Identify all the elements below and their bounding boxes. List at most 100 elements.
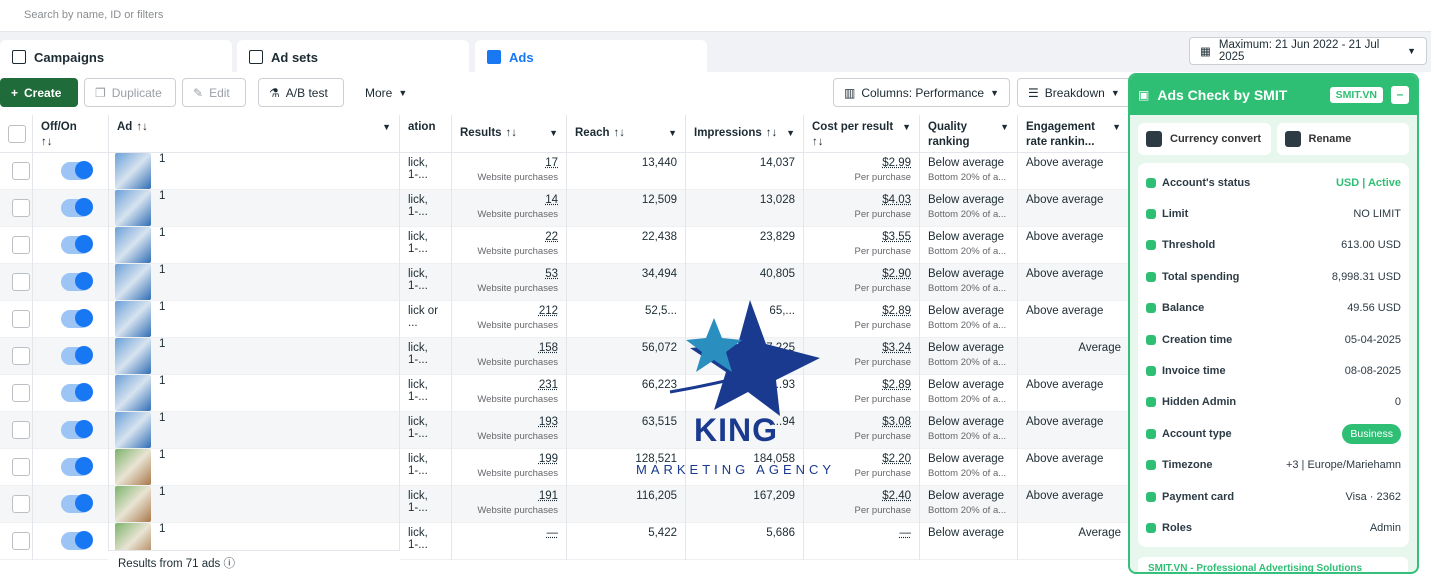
ad-toggle[interactable] <box>61 457 93 476</box>
create-button[interactable]: + Create <box>0 78 78 107</box>
tab-campaigns[interactable]: Campaigns <box>0 40 232 74</box>
cpr-value[interactable]: $2.40 <box>882 490 911 502</box>
table-row[interactable]: 1 lick, 1-... 17 Website purchases 13,44… <box>0 153 1130 190</box>
smit-badge[interactable]: SMIT.VN <box>1329 87 1383 103</box>
header-engagement-ranking[interactable]: Engagement rate rankin... ▼ <box>1018 115 1130 153</box>
ad-name[interactable]: 1 <box>159 523 166 535</box>
cpr-value[interactable]: — <box>899 527 912 539</box>
currency-convert-button[interactable]: Currency convert <box>1138 123 1271 155</box>
table-row[interactable]: 1 lick, 1-... 231 Website purchases 66,2… <box>0 375 1130 412</box>
ad-toggle[interactable] <box>61 494 93 513</box>
ad-toggle[interactable] <box>61 346 93 365</box>
ad-name[interactable]: 1 <box>159 449 166 461</box>
row-checkbox[interactable] <box>12 199 30 217</box>
results-value[interactable]: 193 <box>538 416 558 428</box>
more-button[interactable]: More ▼ <box>354 78 424 107</box>
table-row[interactable]: 1 lick or ... 212 Website purchases 52,5… <box>0 301 1130 338</box>
header-quality-ranking[interactable]: Quality ranking ▼ <box>920 115 1018 153</box>
row-checkbox[interactable] <box>12 310 30 328</box>
ad-name[interactable]: 1 <box>159 338 166 350</box>
ad-thumbnail[interactable] <box>115 190 151 226</box>
ad-toggle[interactable] <box>61 420 93 439</box>
ad-thumbnail[interactable] <box>115 264 151 300</box>
results-value[interactable]: 199 <box>538 453 558 465</box>
ad-name[interactable]: 1 <box>159 412 166 424</box>
results-value[interactable]: 231 <box>538 379 558 391</box>
ad-name[interactable]: 1 <box>159 264 166 276</box>
tab-ads[interactable]: Ads <box>475 40 707 74</box>
table-row[interactable]: 1 lick, 1-... 191 Website purchases 116,… <box>0 486 1130 523</box>
ad-toggle[interactable] <box>61 235 93 254</box>
ad-toggle[interactable] <box>61 161 93 180</box>
header-results[interactable]: Results ↑↓ ▼ <box>452 115 567 153</box>
ad-toggle[interactable] <box>61 198 93 217</box>
ad-thumbnail[interactable] <box>115 375 151 411</box>
columns-button[interactable]: ▥ Columns: Performance ▼ <box>833 78 1010 107</box>
row-checkbox[interactable] <box>12 273 30 291</box>
ad-thumbnail[interactable] <box>115 449 151 485</box>
results-value[interactable]: 191 <box>538 490 558 502</box>
row-checkbox[interactable] <box>12 384 30 402</box>
edit-button[interactable]: ✎ Edit <box>182 78 246 107</box>
ad-thumbnail[interactable] <box>115 301 151 337</box>
row-checkbox[interactable] <box>12 347 30 365</box>
ad-thumbnail[interactable] <box>115 338 151 374</box>
duplicate-button[interactable]: ❐ Duplicate <box>84 78 176 107</box>
rename-button[interactable]: Rename <box>1276 123 1409 155</box>
cpr-value[interactable]: $3.08 <box>882 416 911 428</box>
search-input[interactable]: Search by name, ID or filters <box>0 0 1431 32</box>
ad-name[interactable]: 1 <box>159 375 166 387</box>
minimize-button[interactable]: – <box>1391 86 1409 104</box>
results-value[interactable]: — <box>546 527 559 539</box>
cpr-value[interactable]: $2.20 <box>882 453 911 465</box>
header-ad[interactable]: Ad ↑↓ ▼ <box>109 115 400 153</box>
table-row[interactable]: 1 lick, 1-... 193 Website purchases 63,5… <box>0 412 1130 449</box>
cpr-value[interactable]: $2.89 <box>882 379 911 391</box>
ad-name[interactable]: 1 <box>159 190 166 202</box>
table-row[interactable]: 1 lick, 1-... 53 Website purchases 34,49… <box>0 264 1130 301</box>
ad-name[interactable]: 1 <box>159 227 166 239</box>
cpr-value[interactable]: $3.55 <box>882 231 911 243</box>
cpr-value[interactable]: $4.03 <box>882 194 911 206</box>
results-value[interactable]: 212 <box>538 305 558 317</box>
tab-ad-sets[interactable]: Ad sets <box>237 40 469 74</box>
results-value[interactable]: 158 <box>538 342 558 354</box>
row-checkbox[interactable] <box>12 458 30 476</box>
ad-toggle[interactable] <box>61 383 93 402</box>
cpr-value[interactable]: $2.90 <box>882 268 911 280</box>
ab-test-button[interactable]: ⚗ A/B test <box>258 78 344 107</box>
header-cost-per-result[interactable]: Cost per result ▼ ↑↓ <box>804 115 920 153</box>
ad-thumbnail[interactable] <box>115 227 151 263</box>
ad-name[interactable]: 1 <box>159 486 166 498</box>
ad-thumbnail[interactable] <box>115 412 151 448</box>
date-range-button[interactable]: ▦ Maximum: 21 Jun 2022 - 21 Jul 2025 ▼ <box>1189 37 1427 65</box>
cpr-value[interactable]: $2.99 <box>882 157 911 169</box>
select-all-checkbox[interactable] <box>8 125 26 143</box>
ad-thumbnail[interactable] <box>115 153 151 189</box>
results-value[interactable]: 53 <box>545 268 558 280</box>
row-checkbox[interactable] <box>12 495 30 513</box>
header-attribution[interactable]: ation <box>400 115 452 153</box>
breakdown-button[interactable]: ☰ Breakdown ▼ <box>1017 78 1141 107</box>
table-row[interactable]: 1 lick, 1-... 14 Website purchases 12,50… <box>0 190 1130 227</box>
row-checkbox[interactable] <box>12 236 30 254</box>
ad-name[interactable]: 1 <box>159 301 166 313</box>
results-value[interactable]: 14 <box>545 194 558 206</box>
table-row[interactable]: 1 lick, 1-... 158 Website purchases 56,0… <box>0 338 1130 375</box>
row-checkbox[interactable] <box>12 421 30 439</box>
row-checkbox[interactable] <box>12 532 30 550</box>
ad-thumbnail[interactable] <box>115 486 151 522</box>
ad-toggle[interactable] <box>61 309 93 328</box>
ad-toggle[interactable] <box>61 531 93 550</box>
table-row[interactable]: 1 lick, 1-... 22 Website purchases 22,43… <box>0 227 1130 264</box>
ad-toggle[interactable] <box>61 272 93 291</box>
cpr-value[interactable]: $2.89 <box>882 305 911 317</box>
ad-name[interactable]: 1 <box>159 153 166 165</box>
table-row[interactable]: 1 lick, 1-... 199 Website purchases 128,… <box>0 449 1130 486</box>
cpr-value[interactable]: $3.24 <box>882 342 911 354</box>
row-checkbox[interactable] <box>12 162 30 180</box>
header-reach[interactable]: Reach ↑↓ ▼ <box>567 115 686 153</box>
results-value[interactable]: 17 <box>545 157 558 169</box>
header-offon[interactable]: Off/On ↑↓ <box>33 115 109 153</box>
results-value[interactable]: 22 <box>545 231 558 243</box>
